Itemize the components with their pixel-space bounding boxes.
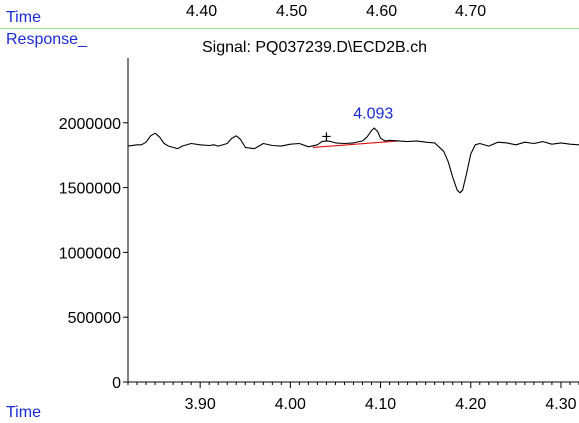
top-tick-label: 4.60 [366, 3, 398, 20]
x-axis-title: Time [6, 404, 41, 421]
y-tick-label: 2000000 [59, 116, 121, 133]
x-tick-label: 4.10 [365, 396, 396, 413]
x-tick-label: 4.20 [455, 396, 486, 413]
top-tick-label: 4.50 [276, 3, 308, 20]
top-tick-label: 4.40 [186, 3, 218, 20]
x-tick-label: 4.30 [545, 396, 576, 413]
peak-marker: + [321, 127, 331, 146]
peak-label: 4.093 [353, 105, 393, 122]
x-tick-label: 3.90 [185, 396, 216, 413]
signal-trace [127, 127, 579, 194]
top-separator [0, 28, 579, 29]
y-tick-label: 0 [112, 375, 121, 392]
chart-title: Signal: PQ037239.D\ECD2B.ch [202, 39, 428, 56]
y-tick-label: 500000 [68, 310, 121, 327]
x-tick-label: 4.00 [275, 396, 306, 413]
y-tick-label: 1000000 [59, 245, 121, 262]
top-tick-label: 4.70 [455, 3, 487, 20]
y-tick-label: 1500000 [59, 181, 121, 198]
y-axis-title: Response_ [6, 31, 87, 48]
integration-baseline [312, 140, 399, 149]
top-time-label: Time [6, 9, 41, 26]
